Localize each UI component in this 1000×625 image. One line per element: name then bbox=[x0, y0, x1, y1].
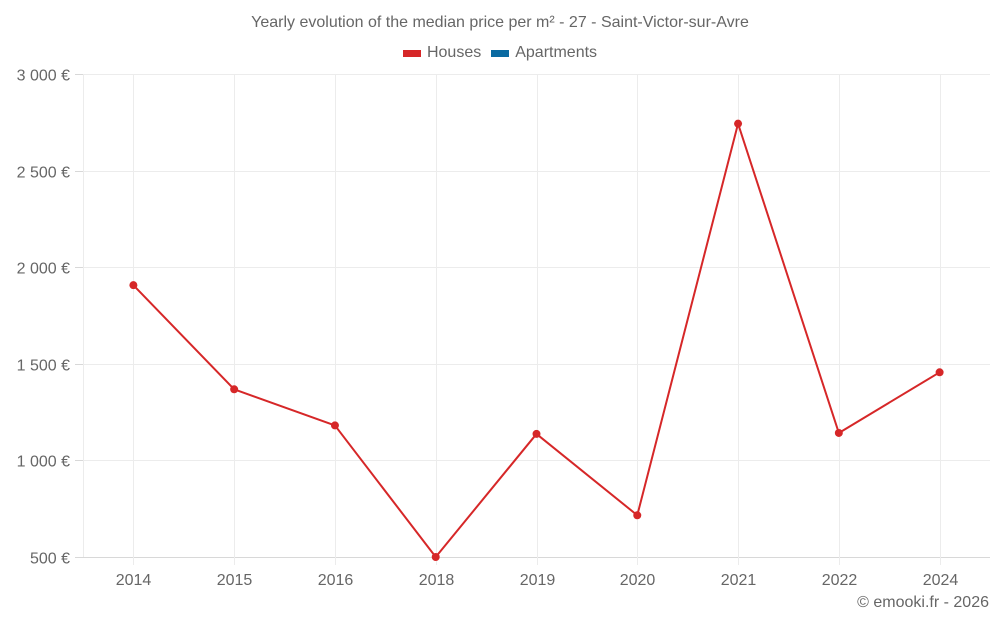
x-tick-label: 2024 bbox=[923, 572, 959, 589]
y-tick-label: 500 € bbox=[30, 551, 70, 568]
data-point[interactable] bbox=[734, 119, 743, 128]
data-point[interactable] bbox=[633, 511, 642, 520]
y-tick-label: 1 000 € bbox=[17, 454, 70, 471]
data-point[interactable] bbox=[935, 368, 944, 377]
chart-title: Yearly evolution of the median price per… bbox=[251, 14, 749, 31]
y-axis: 500 € 1 000 € 1 500 € 2 000 € 2 500 € 3 000 € bbox=[17, 68, 83, 568]
legend-label-houses: Houses bbox=[426, 44, 482, 61]
legend: Houses Apartments bbox=[0, 44, 1000, 62]
y-tick-label: 2 000 € bbox=[17, 261, 70, 278]
x-tick-label: 2021 bbox=[721, 572, 757, 589]
series-line bbox=[132, 122, 941, 558]
apartments-swatch-icon bbox=[491, 49, 510, 57]
x-tick-label: 2016 bbox=[318, 572, 354, 589]
data-point[interactable] bbox=[834, 428, 843, 437]
y-tick-label: 3 000 € bbox=[17, 68, 70, 85]
series-houses bbox=[129, 119, 944, 561]
x-tick-label: 2018 bbox=[419, 572, 455, 589]
credit-text: © emooki.fr - 2026 bbox=[857, 594, 989, 611]
data-point[interactable] bbox=[129, 281, 138, 290]
x-tick-label: 2014 bbox=[116, 572, 152, 589]
data-point[interactable] bbox=[532, 429, 541, 438]
x-tick-label: 2022 bbox=[822, 572, 858, 589]
legend-item-houses[interactable]: Houses bbox=[402, 44, 482, 62]
x-tick-label: 2019 bbox=[520, 572, 556, 589]
data-point[interactable] bbox=[330, 421, 339, 430]
data-point[interactable] bbox=[230, 385, 239, 394]
x-tick-label: 2020 bbox=[620, 572, 656, 589]
legend-item-apartments[interactable]: Apartments bbox=[491, 44, 597, 62]
x-tick-label: 2015 bbox=[217, 572, 253, 589]
data-point[interactable] bbox=[431, 553, 440, 561]
houses-swatch-icon bbox=[402, 49, 421, 57]
y-tick-label: 1 500 € bbox=[17, 358, 70, 375]
gridlines bbox=[83, 74, 990, 565]
y-tick-label: 2 500 € bbox=[17, 165, 70, 182]
legend-label-apartments: Apartments bbox=[515, 44, 598, 61]
x-axis: 2014 2015 2016 2018 2019 2020 2021 2022 2024 bbox=[116, 572, 959, 589]
